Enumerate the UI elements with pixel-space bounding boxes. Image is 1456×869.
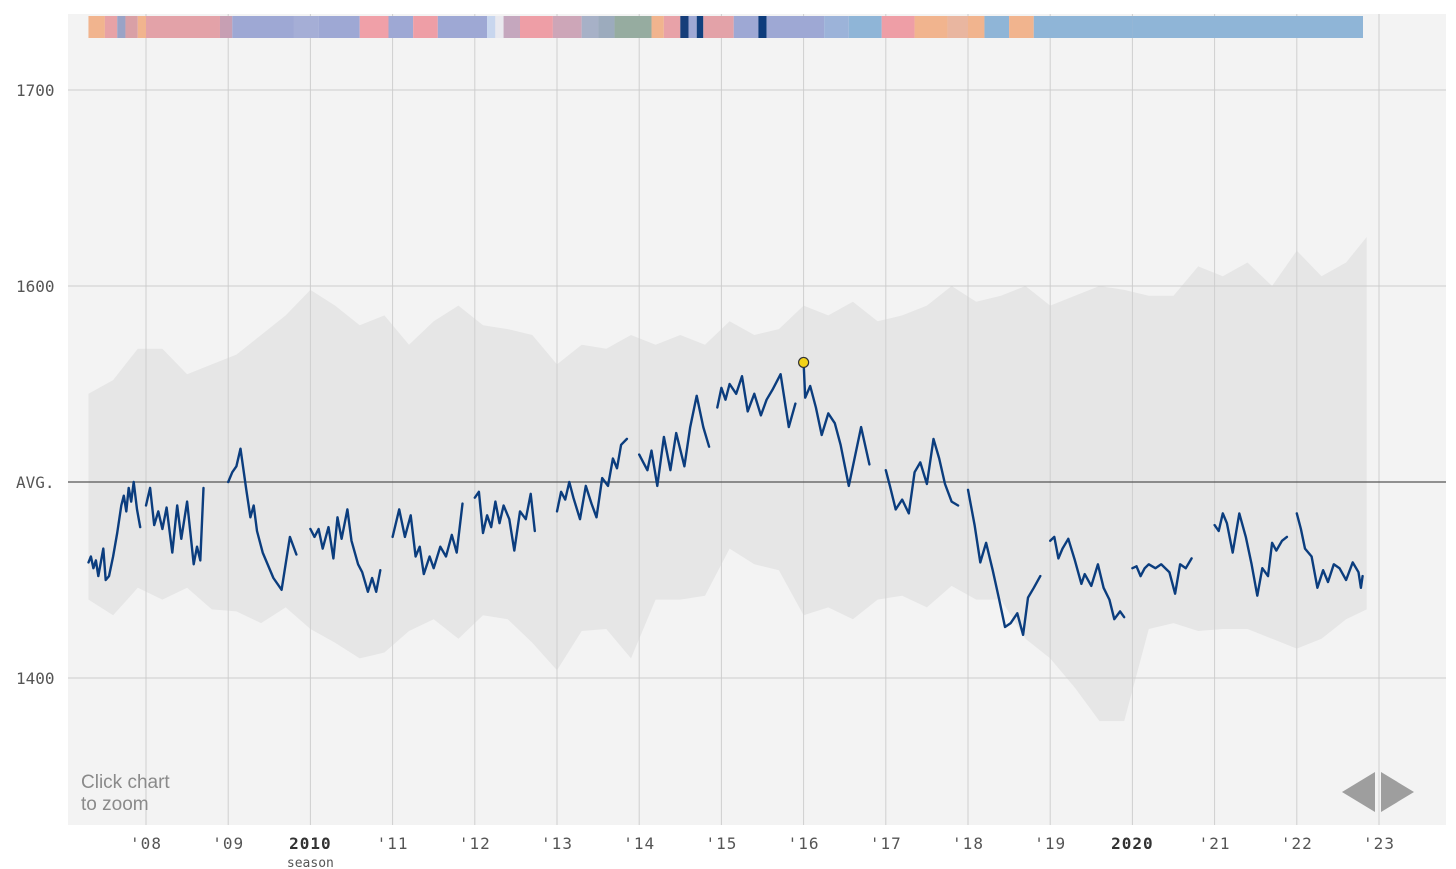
x-tick-label: '09 <box>212 834 244 853</box>
x-tick-label: '15 <box>705 834 737 853</box>
color-strip-segment <box>598 16 615 38</box>
color-strip-segment <box>881 16 915 38</box>
season-line[interactable] <box>309 508 382 593</box>
x-tick-label: 2020 <box>1111 834 1154 853</box>
color-strip-segment <box>766 16 825 38</box>
color-strip-segment <box>663 16 681 38</box>
color-strip-segment <box>146 16 220 38</box>
color-strip-segment <box>437 16 488 38</box>
season-line[interactable] <box>1295 512 1364 589</box>
x-tick-label: '23 <box>1363 834 1395 853</box>
x-tick-label: '14 <box>623 834 655 853</box>
color-strip-segment <box>984 16 1010 38</box>
season-line[interactable] <box>391 502 464 576</box>
color-strip-segment <box>614 16 652 38</box>
x-tick-label: '21 <box>1199 834 1231 853</box>
x-tick-label: '11 <box>377 834 409 853</box>
color-strip-segment <box>219 16 233 38</box>
peak-rating-marker[interactable] <box>797 356 810 369</box>
color-strip-segment <box>581 16 599 38</box>
color-strip-segment <box>413 16 438 38</box>
color-strip-segment <box>552 16 582 38</box>
x-axis-sublabel: season <box>287 856 334 869</box>
y-tick-label: 1400 <box>16 669 55 688</box>
y-tick-label: 1600 <box>16 277 55 296</box>
color-strip-segment <box>1009 16 1034 38</box>
color-strip-segment <box>688 16 697 38</box>
color-strip-segment <box>680 16 689 38</box>
x-tick-label: '17 <box>870 834 902 853</box>
color-strip-segment <box>947 16 968 38</box>
x-tick-label: '08 <box>130 834 162 853</box>
x-tick-label: '16 <box>788 834 820 853</box>
color-strip-segment <box>848 16 882 38</box>
color-strip-segment <box>318 16 360 38</box>
season-line[interactable] <box>1131 557 1193 595</box>
color-strip-segment <box>520 16 553 38</box>
color-strip-segment <box>824 16 849 38</box>
y-tick-label: 1700 <box>16 81 55 100</box>
color-strip-segment <box>733 16 759 38</box>
season-line[interactable] <box>966 488 1042 637</box>
x-tick-label: '13 <box>541 834 573 853</box>
zoom-hint-line-2: to zoom <box>81 794 149 815</box>
x-tick-label: '18 <box>952 834 984 853</box>
scroll-left-button[interactable] <box>1341 770 1377 814</box>
season-line[interactable] <box>884 437 960 515</box>
color-strip-segment <box>696 16 704 38</box>
color-strip-segment <box>232 16 294 38</box>
color-strip-segment <box>1033 16 1133 38</box>
color-strip-segment <box>758 16 767 38</box>
color-strip-segment <box>1132 16 1363 38</box>
rating-range-band <box>88 237 1367 722</box>
season-line[interactable] <box>716 373 797 429</box>
scroll-right-button[interactable] <box>1379 770 1415 814</box>
color-strip-segment <box>503 16 521 38</box>
season-line[interactable] <box>473 490 536 552</box>
season-line[interactable] <box>1213 512 1289 597</box>
season-line[interactable] <box>226 447 298 591</box>
color-strip-segment <box>703 16 734 38</box>
zoom-hint: Click chart to zoom <box>81 772 170 816</box>
color-strip-segment <box>651 16 664 38</box>
color-strip-segment <box>125 16 138 38</box>
season-line[interactable] <box>144 486 205 566</box>
x-tick-label: '22 <box>1281 834 1313 853</box>
zoom-hint-line-1: Click chart <box>81 772 170 793</box>
x-tick-label: '12 <box>459 834 491 853</box>
color-strip-segment <box>968 16 985 38</box>
color-strip-segment <box>88 16 105 38</box>
x-tick-label: 2010 <box>289 834 332 853</box>
color-strip-segment <box>137 16 146 38</box>
season-line[interactable] <box>87 480 142 582</box>
color-strip-segment <box>293 16 319 38</box>
color-strip-segment <box>495 16 504 38</box>
season-line[interactable] <box>555 437 629 521</box>
season-line[interactable] <box>1048 535 1126 621</box>
color-strip-segment <box>117 16 126 38</box>
color-strip-segment <box>487 16 496 38</box>
x-tick-label: '19 <box>1034 834 1066 853</box>
color-strip-segment <box>914 16 948 38</box>
color-strip-segment <box>104 16 118 38</box>
left-triangle-icon <box>1342 772 1375 812</box>
season-line[interactable] <box>802 361 871 488</box>
color-strip-segment <box>388 16 414 38</box>
y-tick-label: AVG. <box>16 473 55 492</box>
season-line[interactable] <box>638 394 711 488</box>
color-strip-segment <box>359 16 389 38</box>
right-triangle-icon <box>1381 772 1414 812</box>
